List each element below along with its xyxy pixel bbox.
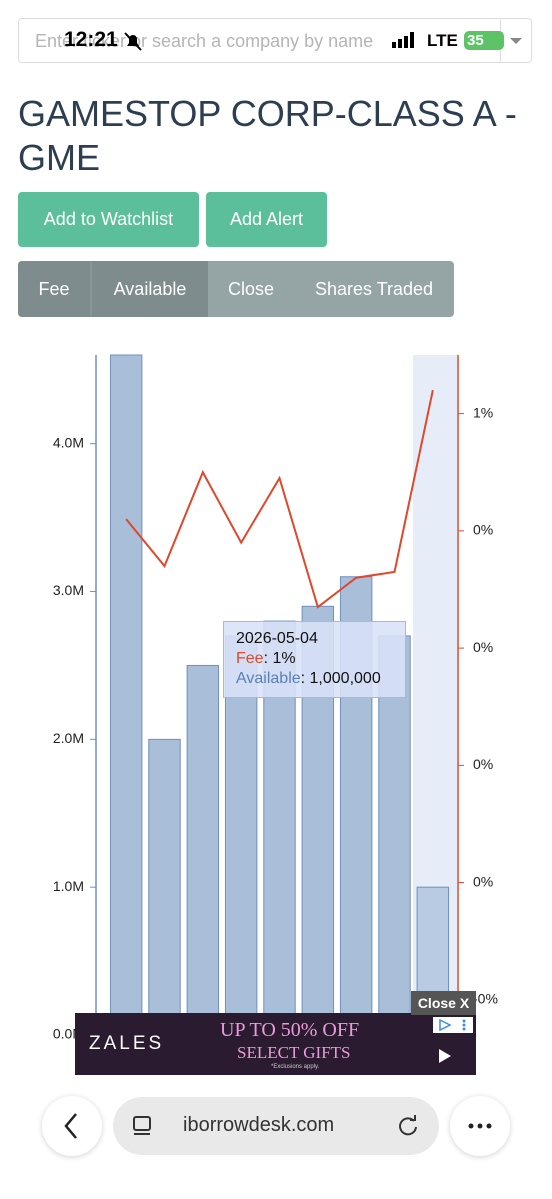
y-tick-label: 3.0M xyxy=(53,582,84,598)
signal-icon xyxy=(392,32,414,48)
ad-headline: UP TO 50% OFF xyxy=(220,1019,360,1041)
dropdown-arrow xyxy=(510,38,522,44)
ad-banner[interactable]: ZALES UP TO 50% OFF SELECT GIFTS *Exclus… xyxy=(75,1013,476,1075)
watchlist-button[interactable]: Add to Watchlist xyxy=(18,192,199,247)
more-icon xyxy=(468,1123,492,1129)
y-tick-label: 2.0M xyxy=(53,730,84,746)
back-icon xyxy=(64,1113,77,1139)
ad-subline: SELECT GIFTS xyxy=(237,1043,351,1062)
status-time: 12:21 xyxy=(64,28,118,51)
tab[interactable]: Fee xyxy=(18,261,90,317)
y-tick-label: 4.0M xyxy=(53,434,84,450)
bar xyxy=(109,354,143,1036)
bar xyxy=(378,635,411,1036)
y2-tick-label: -0% xyxy=(473,991,498,1007)
tooltip-value: : 1,000,000 xyxy=(300,670,381,687)
alert-button[interactable]: Add Alert xyxy=(206,192,327,247)
tab[interactable]: Shares Traded xyxy=(314,279,434,299)
tab[interactable]: Available xyxy=(90,261,208,317)
chart: 0.0M1.0M2.0M3.0M4.0M-0%0%0%0%0%1% xyxy=(53,354,498,1042)
silent-icon xyxy=(124,32,142,51)
tooltip-label: Fee xyxy=(236,650,264,667)
tab-bar: Fee Available Close Shares Traded xyxy=(18,261,454,317)
status-battery: 35 xyxy=(464,31,504,50)
y-tick-label: 1.0M xyxy=(53,878,84,894)
y2-tick-label: 1% xyxy=(473,404,493,420)
y2-tick-label: 0% xyxy=(473,522,493,538)
tab[interactable]: Close xyxy=(227,279,275,299)
search-placeholder: Enter ticker or search a company by name xyxy=(35,31,374,51)
tooltip-line: Fee: 1% xyxy=(236,649,393,669)
ad-brand: ZALES xyxy=(89,1033,165,1054)
ad-close[interactable]: Close X xyxy=(411,991,476,1015)
reload-icon[interactable] xyxy=(395,1113,421,1139)
ad-icons xyxy=(433,1017,473,1063)
more-button[interactable] xyxy=(450,1096,510,1156)
y2-tick-label: 0% xyxy=(473,756,493,772)
y2-tick-label: 0% xyxy=(473,873,493,889)
tooltip-value: : 1% xyxy=(263,650,296,667)
bar xyxy=(148,738,181,1036)
tooltip: 2026-05-04 Fee: 1% Available: 1,000,000 xyxy=(223,621,406,698)
y2-tick-label: 0% xyxy=(473,639,493,655)
page-title: GAMESTOP CORP-CLASS A - GME xyxy=(18,93,517,178)
back-button[interactable] xyxy=(42,1096,102,1156)
url: iborrowdesk.com xyxy=(183,1114,335,1136)
bar xyxy=(186,664,220,1036)
tooltip-date: 2026-05-04 xyxy=(236,630,318,647)
tabs-icon xyxy=(133,1116,151,1135)
ad-note: *Exclusions apply. xyxy=(271,1064,320,1070)
tooltip-label: Available xyxy=(236,670,301,687)
address-bar[interactable]: iborrowdesk.com xyxy=(113,1097,439,1155)
status-network: LTE xyxy=(427,31,458,50)
fee-line xyxy=(125,389,434,609)
tooltip-line: Available: 1,000,000 xyxy=(236,669,393,689)
